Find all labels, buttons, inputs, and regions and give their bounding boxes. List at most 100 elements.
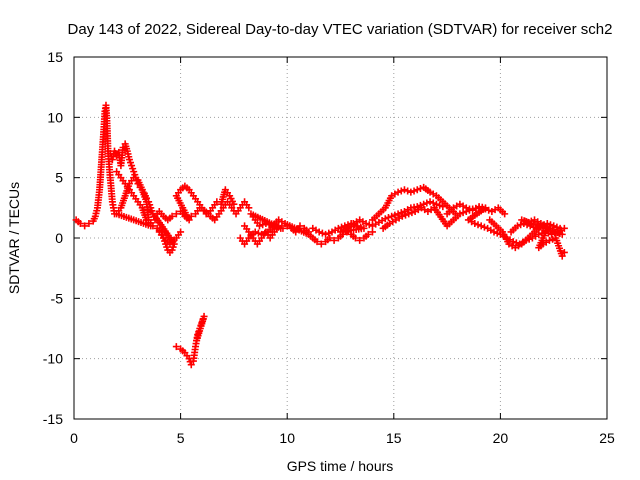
data-point: [245, 204, 253, 212]
data-point: [513, 222, 521, 230]
data-point: [149, 222, 157, 230]
data-point: [254, 229, 262, 237]
data-point: [394, 210, 402, 218]
data-point: [397, 187, 405, 195]
x-tick-label: 10: [279, 430, 295, 446]
data-point: [521, 217, 529, 225]
data-point: [187, 361, 195, 369]
data-point: [518, 216, 526, 224]
data-point: [76, 220, 84, 228]
data-point: [471, 220, 479, 228]
data-point: [168, 212, 176, 220]
data-point: [255, 222, 263, 230]
data-point: [354, 222, 362, 230]
data-point: [493, 229, 501, 237]
data-point: [172, 210, 180, 218]
data-point: [318, 229, 326, 237]
y-tick-label: -5: [51, 290, 64, 306]
x-tick-label: 20: [493, 430, 509, 446]
data-point: [432, 200, 440, 208]
data-point: [398, 212, 406, 220]
data-point: [501, 210, 509, 218]
y-tick-label: 10: [47, 109, 63, 125]
data-point: [420, 200, 428, 208]
x-tick-label: 0: [70, 430, 78, 446]
data-point: [397, 209, 405, 217]
data-point: [334, 224, 342, 232]
data-point: [317, 240, 325, 248]
data-point: [480, 223, 488, 231]
data-point: [325, 229, 333, 237]
y-tick-label: 15: [47, 49, 63, 65]
data-point: [364, 230, 372, 238]
data-point: [193, 337, 201, 345]
data-point: [85, 220, 93, 228]
x-axis-label: GPS time / hours: [287, 458, 394, 474]
data-point: [545, 236, 553, 244]
data-point: [313, 238, 321, 246]
chart-title: Day 143 of 2022, Sidereal Day-to-day VTE…: [68, 21, 613, 38]
data-point: [265, 221, 273, 229]
data-point: [527, 217, 535, 225]
data-point: [365, 221, 373, 229]
data-point: [187, 212, 195, 220]
data-point: [230, 200, 238, 208]
y-tick-label: -15: [43, 411, 63, 427]
data-point: [315, 228, 323, 236]
data-point: [550, 222, 558, 230]
data-point: [423, 199, 431, 207]
data-point: [404, 187, 412, 195]
data-point: [517, 221, 525, 229]
data-point: [490, 228, 498, 236]
axes: [73, 56, 608, 420]
data-point: [326, 234, 334, 242]
data-point: [261, 229, 269, 237]
data-point: [465, 205, 473, 213]
x-tick-label: 5: [177, 430, 185, 446]
data-point: [426, 198, 434, 206]
data-point: [251, 228, 259, 236]
data-point: [330, 236, 338, 244]
data-point: [462, 204, 470, 212]
data-point: [429, 199, 437, 207]
data-point: [524, 218, 532, 226]
data-point: [477, 222, 485, 230]
y-tick-label: 5: [55, 170, 63, 186]
data-point: [535, 230, 543, 238]
data-point: [400, 186, 408, 194]
data-point: [408, 209, 416, 217]
data-points: [72, 101, 568, 369]
x-tick-label: 15: [386, 430, 402, 446]
y-tick-label: -10: [43, 351, 63, 367]
data-point: [388, 212, 396, 220]
data-point: [368, 228, 376, 236]
data-point: [262, 220, 270, 228]
data-point: [362, 220, 370, 228]
y-tick-label: 0: [55, 230, 63, 246]
data-point: [351, 234, 359, 242]
data-point: [413, 186, 421, 194]
y-axis-label: SDTVAR / TECUs: [6, 182, 22, 294]
data-point: [394, 188, 402, 196]
data-point: [356, 236, 364, 244]
data-point: [549, 235, 557, 243]
data-point: [196, 204, 204, 212]
data-point: [474, 221, 482, 229]
data-point: [381, 215, 389, 223]
tick-labels: 0 5 10 15 20 25 -15 -10 -5 0 5 10 15: [43, 49, 615, 446]
data-point: [130, 174, 138, 182]
x-tick-label: 25: [599, 430, 615, 446]
data-point: [81, 222, 89, 230]
data-point: [410, 187, 418, 195]
data-point: [384, 213, 392, 221]
data-point: [436, 201, 444, 209]
data-point: [172, 343, 180, 351]
data-point: [407, 188, 415, 196]
data-point: [405, 210, 413, 218]
data-point: [402, 211, 410, 219]
data-point: [560, 248, 568, 256]
data-point: [456, 210, 464, 218]
data-point: [459, 209, 467, 217]
data-point: [558, 252, 566, 260]
